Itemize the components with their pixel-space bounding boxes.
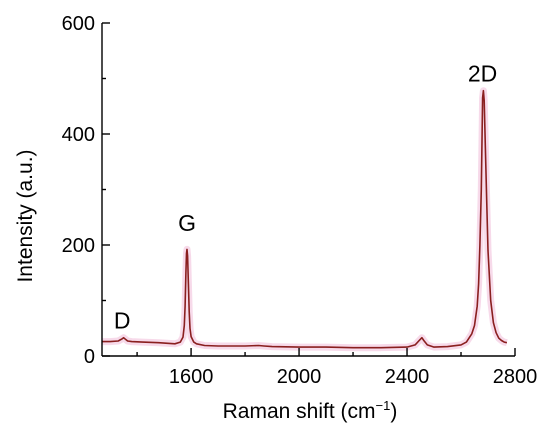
x-tick-label: 2800	[493, 366, 538, 388]
y-tick-label: 0	[84, 346, 95, 368]
x-axis-title-sup: −1	[376, 398, 391, 413]
x-axis-title-main: Raman shift (cm	[223, 400, 376, 423]
x-tick-label: 1600	[169, 366, 214, 388]
y-axis-title: Intensity (a.u.)	[14, 149, 37, 282]
axes-group	[101, 23, 515, 357]
series-glow	[102, 87, 508, 352]
peak-label: 2D	[468, 60, 497, 86]
x-tick-label: 2000	[277, 366, 322, 388]
x-axis-title: Raman shift (cm−1)	[223, 398, 398, 423]
y-ticks: 0 200 400 600	[62, 13, 110, 368]
x-ticks: 1600 2000 2400 2800	[136, 348, 538, 388]
peak-label: D	[114, 307, 131, 333]
series-line	[102, 89, 508, 349]
series-group	[102, 87, 508, 352]
peak-annotations: D G 2D	[114, 60, 497, 333]
peak-label: G	[178, 210, 196, 236]
x-axis-title-close: )	[390, 400, 397, 423]
y-tick-label: 400	[62, 124, 95, 146]
y-tick-label: 600	[62, 13, 95, 35]
x-tick-label: 2400	[385, 366, 430, 388]
y-tick-label: 200	[62, 235, 95, 257]
